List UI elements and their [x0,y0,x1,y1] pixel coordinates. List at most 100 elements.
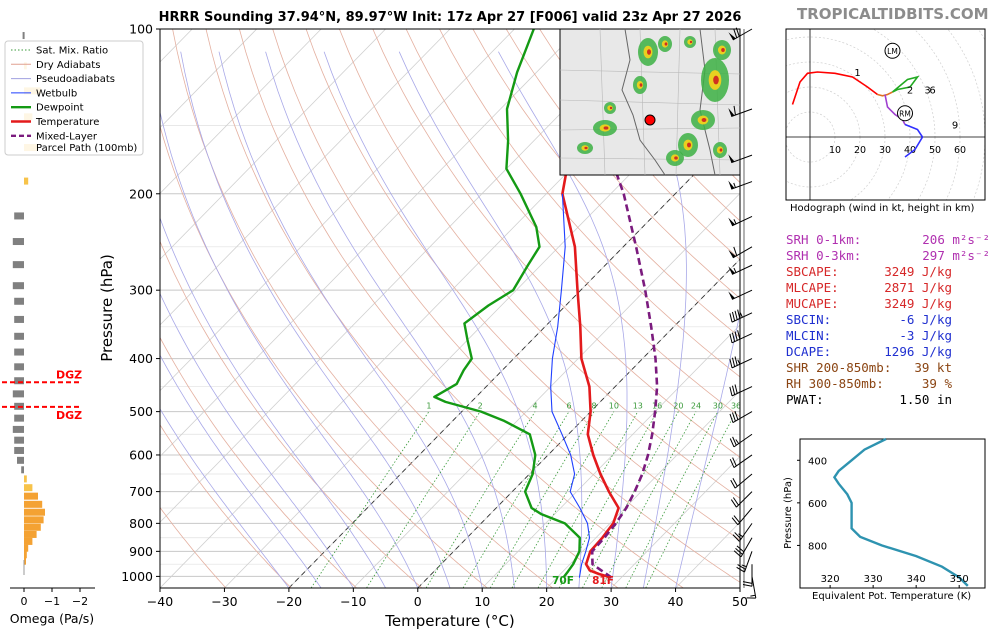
dry-adiabat-line [172,29,553,588]
state-border-line [699,28,716,176]
radar-echo-peak [674,156,678,160]
hodograph-height-label: 2 [907,86,913,97]
mixing-ratio-line [310,411,430,588]
isotherm-line [160,29,644,523]
radar-echo-peak [639,83,643,87]
omega-bar [24,537,33,545]
hodograph-trace [904,123,924,158]
parameter-row: DCAPE: 1296 J/kg [786,344,986,360]
x-tick-label: 0 [414,594,422,609]
dry-adiabat-line [305,29,740,541]
barb-half-flag [733,182,736,188]
x-tick-label: 50 [732,594,748,609]
wind-barb [731,507,753,526]
barb-half-flag [738,533,743,538]
radar-echo-peak [609,106,613,110]
hodograph-height-label: 6 [929,86,935,97]
barb-pennant [728,180,735,190]
omega-bar [14,332,24,340]
y-tick-label: 200 [129,186,153,201]
omega-tick-label: 0 [21,595,28,608]
barb-flag [742,583,753,587]
chart-title: HRRR Sounding 37.94°N, 89.97°W Init: 17z… [159,10,742,25]
wind-barb [728,180,753,190]
radar-echo-peak [721,48,725,52]
barb-flag [729,386,733,396]
x-tick-label: 30 [603,594,619,609]
radar-echo-peak [647,49,651,55]
barb-flag [734,384,738,394]
skewt-axes: −40 −30 −20 −10 0 10 20 30 40 50 100 200 300 400 500 60… [121,22,748,610]
barb-half-flag [733,219,737,225]
isotherm-line [160,29,515,392]
wind-barb [729,433,753,448]
wind-barb [728,105,753,117]
legend-label: Wetbulb [36,88,77,99]
state-border-line [621,28,666,176]
dry-adiabat-line [472,29,740,338]
barb-pennant [728,32,736,40]
surface-temperature-label: 81F [592,575,614,587]
x-tick-label: 10 [474,594,490,609]
barb-flag [737,309,741,319]
hodograph-motion-marker [884,42,901,59]
parameter-value: 3249 J/kg [884,296,952,311]
barb-staff [731,358,753,369]
pseudoadiabat-line [627,51,687,588]
legend-label: Sat. Mix. Ratio [36,46,108,57]
barb-flag [734,331,738,341]
barb-flag [729,358,733,368]
radar-echo-peak [687,142,691,148]
omega-bar [24,500,43,508]
dry-adiabat-line [405,29,740,418]
mixing-ratio-label: 16 [652,402,662,411]
barb-flag [742,581,753,584]
omega-bar [14,348,24,356]
parameter-label: MLCAPE: [786,280,839,295]
barb-flag [732,436,737,446]
theta-e-xlabel: Equivalent Pot. Temperature (K) [812,591,972,602]
isotherm-line [610,455,740,588]
barb-flag [729,458,735,468]
parameter-value: 206 m²s⁻² [922,232,990,247]
parameter-label: SRH 0-3km: [786,248,862,263]
barb-flag [731,385,736,395]
mixing-ratio-label: 13 [633,402,643,411]
mixing-ratio-line [489,411,595,588]
x-tick-label: −20 [276,594,302,609]
wind-barb [730,473,753,489]
hodograph-height-label: 9 [952,121,958,132]
county-line [599,28,606,176]
barb-flag [735,547,743,555]
omega-bar [24,177,29,185]
hodograph-motion-label: LM [887,47,898,56]
wind-barb [728,154,753,164]
barb-staff [731,289,753,300]
skewt-ylabel: Pressure (hPa) [98,254,116,362]
wind-barb [729,410,753,424]
barb-flag [732,457,737,467]
dry-adiabat-line [205,29,619,588]
sounding-location-marker [644,114,656,126]
surface-dewpoint-label: 70F [552,575,574,587]
barb-staff [751,576,757,599]
barb-staff [731,154,753,164]
parameter-value: 39 kt [914,360,952,375]
mixing-ratio-label: 2 [478,402,483,411]
isotherm-line [353,192,740,588]
hodograph-trace [884,94,906,125]
barb-half-flag [735,439,740,444]
mixing-ratio-line [425,411,536,588]
hodograph-ring-label: 50 [929,145,941,156]
barb-staff [731,264,753,275]
radar-echo-peak [701,118,707,122]
hodograph-content: 10 20 30 40 50 60 LM RM 1 2 36 9 [786,29,985,200]
omega-bar [24,523,41,531]
y-tick-label: 500 [129,404,153,419]
barb-half-flag [737,359,741,365]
legend-label: Parcel Path (100mb) [36,143,137,154]
mixing-ratio-label: 6 [567,402,572,411]
hodograph-trace [891,75,920,93]
omega-bar [24,530,37,538]
